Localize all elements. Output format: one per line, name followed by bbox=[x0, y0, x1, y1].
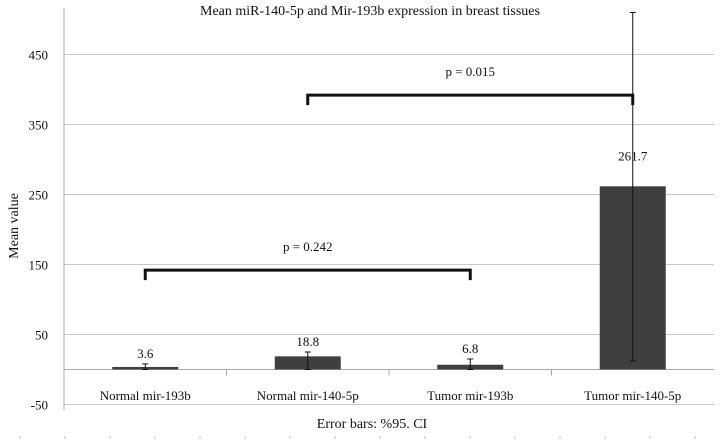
y-tick-label: 150 bbox=[29, 258, 49, 273]
y-tick-label: 50 bbox=[35, 328, 48, 343]
p-value-label: p = 0.015 bbox=[445, 64, 495, 79]
y-tick-label: 450 bbox=[29, 48, 49, 63]
comparison-bracket bbox=[143, 268, 472, 281]
x-tick-label: Tumor mir-193b bbox=[427, 388, 513, 403]
comparison-bracket bbox=[306, 93, 635, 106]
y-axis-title: Mean value bbox=[7, 193, 22, 259]
y-tick-label: -50 bbox=[31, 398, 48, 413]
comparison-brackets: p = 0.242 p = 0.015 bbox=[143, 64, 635, 281]
p-value-label: p = 0.242 bbox=[283, 239, 333, 254]
error-bars bbox=[142, 12, 636, 370]
data-label: 6.8 bbox=[462, 341, 478, 356]
x-tick-label: Normal mir-193b bbox=[100, 388, 191, 403]
data-label: 3.6 bbox=[137, 346, 154, 361]
chart-title: Mean miR-140-5p and Mir-193b expression … bbox=[200, 4, 540, 19]
grid-lines bbox=[64, 54, 714, 405]
x-tick-label: Normal mir-140-5p bbox=[257, 388, 359, 403]
y-tick-label: 250 bbox=[29, 188, 49, 203]
x-tick-label: Tumor mir-140-5p bbox=[584, 388, 681, 403]
axes: -50 50 150 250 350 450 3.6 Normal mir-193b 18.8 N… bbox=[19, 8, 714, 439]
y-tick-label: 350 bbox=[29, 118, 49, 133]
x-axis-title: Error bars: %95. CI bbox=[317, 417, 428, 432]
data-label: 18.8 bbox=[296, 334, 319, 349]
